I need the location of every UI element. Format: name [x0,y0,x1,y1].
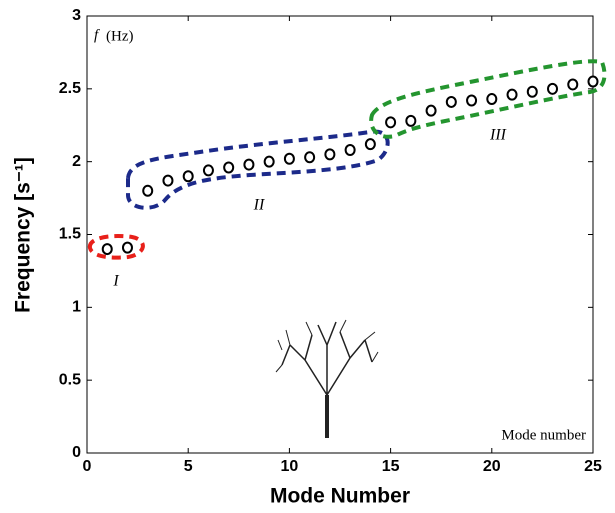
group-label: I [112,273,119,290]
x-tick-label: 20 [483,458,501,475]
annotation: (Hz) [106,28,133,44]
point [364,138,376,151]
point [567,78,579,91]
y-tick-label: 0 [72,444,81,461]
group-label: II [253,197,265,214]
point [101,243,113,256]
point [547,82,559,95]
point [526,85,538,98]
x-tick-label: 0 [83,458,92,475]
point [506,88,518,101]
y-tick-label: 2 [72,153,81,170]
x-tick-label: 25 [584,458,602,475]
point [425,104,437,117]
y-tick-label: 1.5 [59,226,81,243]
point [385,116,397,129]
annotation: Mode number [501,427,586,443]
point [304,151,316,164]
y-tick-label: 0.5 [59,371,81,388]
y-tick-label: 3 [72,7,81,24]
point [263,155,275,168]
point [283,152,295,165]
y-axis-title: Frequency [s⁻¹] [12,157,35,313]
y-tick-label: 1 [72,299,81,316]
plot-frame [86,15,594,454]
x-tick-label: 15 [382,458,400,475]
point [445,95,457,108]
point [486,93,498,106]
point [587,75,599,88]
group-outline [88,234,145,260]
point [162,174,174,187]
group-outline [369,59,607,139]
point [182,170,194,183]
point [223,161,235,174]
point [324,148,336,161]
point [466,94,478,107]
point [405,114,417,127]
x-tick-label: 5 [184,458,193,475]
point [243,158,255,171]
x-axis-title: Mode Number [270,485,410,508]
tree-icon [275,319,379,438]
point [142,184,154,197]
point [344,144,356,157]
annotation: f [94,27,100,43]
point [202,164,214,177]
group-label: III [489,127,507,144]
point [121,241,133,254]
y-tick-label: 2.5 [59,80,81,97]
x-tick-label: 10 [281,458,299,475]
group-outline [126,129,390,210]
